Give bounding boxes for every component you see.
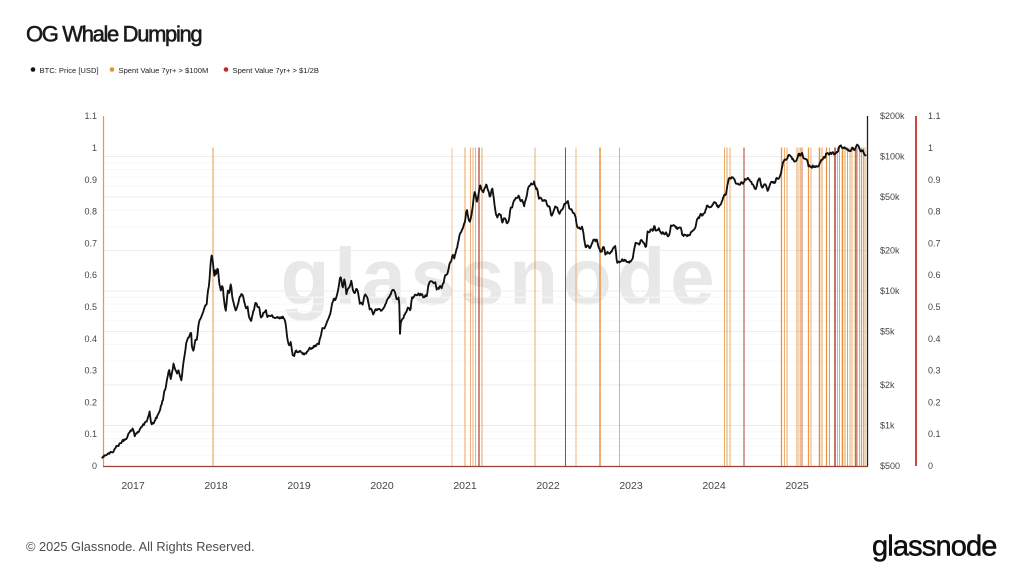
svg-text:$500: $500: [880, 461, 900, 471]
svg-text:glassnode: glassnode: [872, 531, 997, 563]
svg-text:0.4: 0.4: [84, 334, 97, 344]
svg-text:2019: 2019: [287, 480, 311, 492]
svg-text:2018: 2018: [204, 480, 228, 492]
svg-text:2023: 2023: [619, 480, 643, 492]
svg-text:0: 0: [928, 461, 933, 471]
svg-text:0.7: 0.7: [928, 238, 941, 248]
svg-text:© 2025 Glassnode. All Rights R: © 2025 Glassnode. All Rights Reserved.: [26, 539, 255, 554]
svg-text:0.3: 0.3: [84, 366, 97, 376]
svg-text:2020: 2020: [370, 480, 394, 492]
svg-text:0.8: 0.8: [928, 207, 941, 217]
svg-text:glassnode: glassnode: [281, 232, 720, 321]
svg-text:0.9: 0.9: [84, 175, 97, 185]
svg-text:0.1: 0.1: [928, 429, 941, 439]
svg-text:1: 1: [92, 143, 97, 153]
svg-text:0.5: 0.5: [928, 302, 941, 312]
svg-text:2022: 2022: [536, 480, 560, 492]
svg-text:1.1: 1.1: [84, 111, 97, 121]
svg-text:2021: 2021: [453, 480, 477, 492]
svg-text:0.2: 0.2: [928, 397, 941, 407]
svg-text:0.1: 0.1: [84, 429, 97, 439]
svg-text:$50k: $50k: [880, 192, 900, 202]
svg-text:2017: 2017: [121, 480, 145, 492]
svg-text:$200k: $200k: [880, 111, 905, 121]
svg-text:$1k: $1k: [880, 421, 895, 431]
svg-text:0.8: 0.8: [84, 207, 97, 217]
svg-text:$10k: $10k: [880, 286, 900, 296]
svg-text:Spent Value 7yr+ > $1/2B: Spent Value 7yr+ > $1/2B: [233, 66, 319, 75]
svg-text:2024: 2024: [702, 480, 726, 492]
svg-text:0.7: 0.7: [84, 238, 97, 248]
svg-text:$20k: $20k: [880, 246, 900, 256]
svg-text:0.6: 0.6: [928, 270, 941, 280]
svg-text:Spent Value 7yr+ > $100M: Spent Value 7yr+ > $100M: [119, 66, 209, 75]
svg-text:BTC: Price [USD]: BTC: Price [USD]: [40, 66, 99, 75]
svg-text:0.2: 0.2: [84, 397, 97, 407]
svg-text:0.4: 0.4: [928, 334, 941, 344]
svg-text:0.9: 0.9: [928, 175, 941, 185]
svg-text:0.5: 0.5: [84, 302, 97, 312]
svg-text:$5k: $5k: [880, 327, 895, 337]
svg-text:$2k: $2k: [880, 380, 895, 390]
svg-text:1: 1: [928, 143, 933, 153]
svg-text:0.3: 0.3: [928, 366, 941, 376]
svg-text:$100k: $100k: [880, 152, 905, 162]
svg-text:1.1: 1.1: [928, 111, 941, 121]
svg-text:0: 0: [92, 461, 97, 471]
svg-text:OG Whale Dumping: OG Whale Dumping: [26, 22, 201, 47]
svg-text:2025: 2025: [785, 480, 809, 492]
svg-text:0.6: 0.6: [84, 270, 97, 280]
